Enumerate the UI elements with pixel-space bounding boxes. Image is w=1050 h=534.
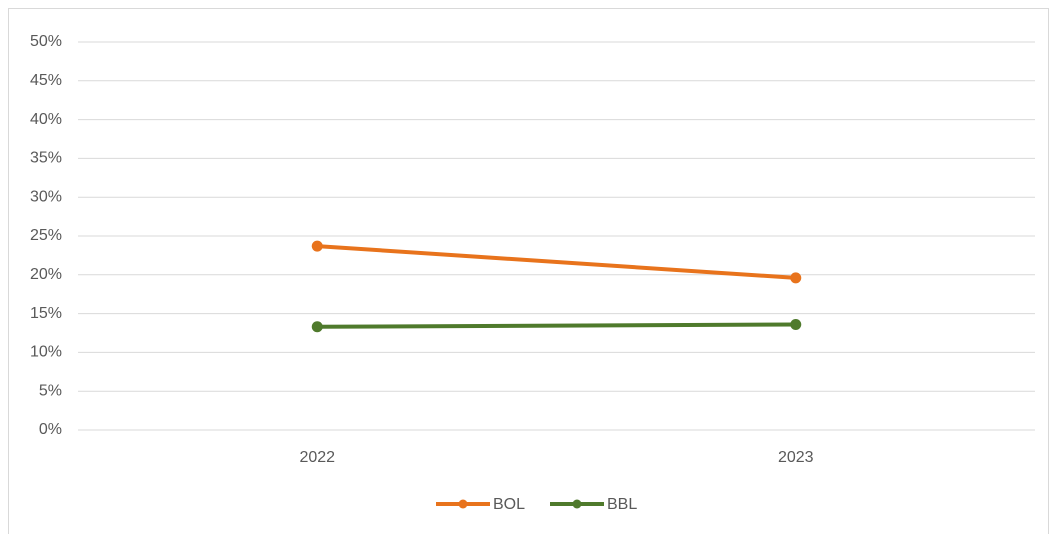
y-tick-label: 15% — [30, 305, 62, 322]
series-line — [317, 244, 796, 280]
x-tick-label: 2023 — [778, 449, 814, 466]
data-point — [311, 321, 323, 333]
y-tick-label: 30% — [30, 188, 62, 205]
y-tick-label: 35% — [30, 150, 62, 167]
y-tick-label: 45% — [30, 72, 62, 89]
data-point — [311, 240, 323, 252]
x-tick-label: 2022 — [299, 449, 335, 466]
data-point — [790, 272, 802, 284]
y-tick-label: 50% — [30, 33, 62, 50]
legend-label: BOL — [493, 496, 525, 513]
y-tick-label: 25% — [30, 227, 62, 244]
legend-marker — [572, 499, 582, 509]
y-tick-label: 40% — [30, 111, 62, 128]
y-tick-label: 0% — [39, 421, 62, 438]
y-tick-label: 5% — [39, 382, 62, 399]
y-tick-label: 10% — [30, 344, 62, 361]
y-tick-label: 20% — [30, 266, 62, 283]
chart-frame — [8, 8, 1049, 534]
legend-label: BBL — [607, 496, 637, 513]
series-line — [317, 322, 796, 329]
legend-marker — [458, 499, 468, 509]
data-point — [790, 318, 802, 330]
